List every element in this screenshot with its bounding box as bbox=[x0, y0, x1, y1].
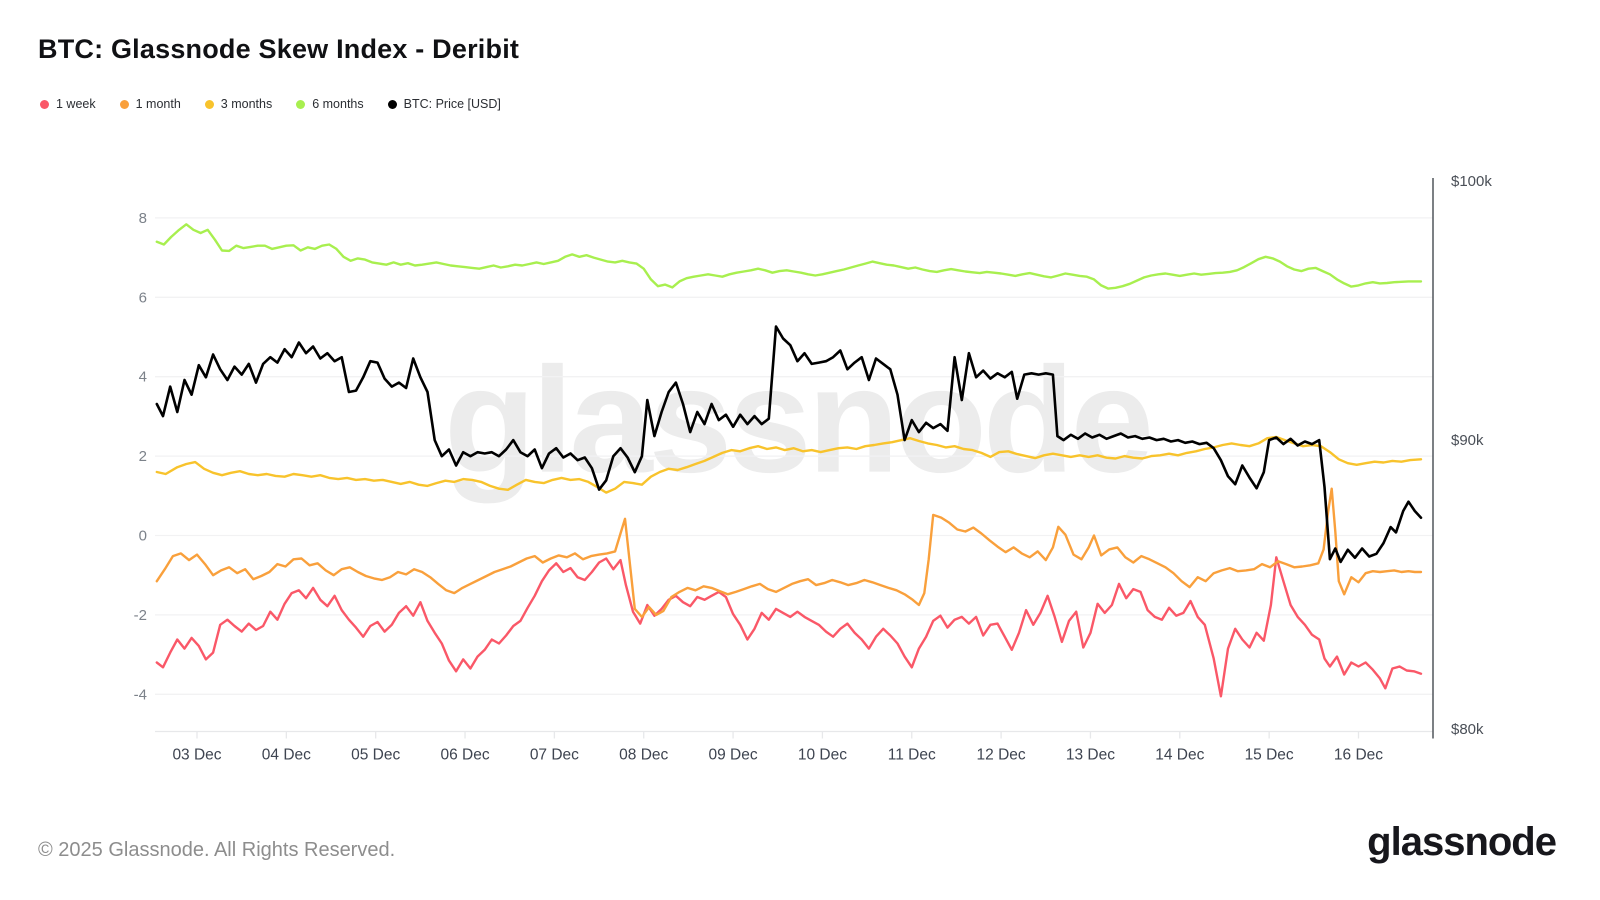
series-line-btc-price-usd- bbox=[155, 325, 1423, 564]
right-tick-label: $80k bbox=[1451, 721, 1484, 738]
y-tick-label: 2 bbox=[139, 448, 147, 465]
series-line-1-month bbox=[155, 487, 1423, 619]
skew-chart: glassnode 8 6 4 2 0 -2 -4 03 Dec 04 Dec 05 Dec 06 D… bbox=[134, 173, 1493, 764]
x-tick-label: 10 Dec bbox=[798, 747, 847, 764]
chart-legend: 1 week 1 month 3 months 6 months BTC: Price … bbox=[40, 97, 501, 111]
x-tick-label: 12 Dec bbox=[977, 747, 1026, 764]
legend-dot-icon bbox=[119, 99, 129, 109]
right-tick-label: $90k bbox=[1451, 432, 1484, 449]
chart-title: BTC: Glassnode Skew Index - Deribit bbox=[38, 34, 520, 64]
copyright-text: © 2025 Glassnode. All Rights Reserved. bbox=[38, 839, 396, 861]
series-line-6-months bbox=[155, 223, 1423, 290]
y-tick-label: 0 bbox=[139, 528, 147, 545]
legend-label: BTC: Price [USD] bbox=[403, 97, 501, 111]
legend-dot-icon bbox=[40, 99, 49, 109]
legend-item-1-month[interactable]: 1 month bbox=[119, 97, 181, 111]
x-tick-label: 16 Dec bbox=[1334, 747, 1383, 764]
series-line-3-months bbox=[155, 435, 1423, 494]
y-tick-label: 6 bbox=[139, 289, 147, 306]
x-tick-label: 07 Dec bbox=[530, 747, 579, 764]
x-tick-label: 15 Dec bbox=[1245, 747, 1294, 764]
x-tick-label: 11 Dec bbox=[888, 747, 936, 764]
legend-label: 1 week bbox=[56, 97, 96, 111]
x-axis: 03 Dec 04 Dec 05 Dec 06 Dec 07 Dec 08 Dec 09 D… bbox=[155, 730, 1433, 764]
x-tick-label: 08 Dec bbox=[619, 747, 668, 764]
x-tick-label: 09 Dec bbox=[709, 747, 758, 764]
x-tick-label: 05 Dec bbox=[351, 747, 400, 764]
legend-item-btc-price-usd-[interactable]: BTC: Price [USD] bbox=[387, 97, 501, 111]
watermark-glassnode: glassnode bbox=[444, 336, 1150, 504]
legend-item-1-week[interactable]: 1 week bbox=[40, 97, 96, 111]
legend-label: 6 months bbox=[312, 97, 364, 111]
legend-dot-icon bbox=[296, 99, 306, 109]
legend-label: 1 month bbox=[135, 97, 181, 111]
x-tick-label: 13 Dec bbox=[1066, 747, 1115, 764]
legend-label: 3 months bbox=[220, 97, 273, 111]
legend-dot-icon bbox=[204, 99, 214, 109]
y-tick-label: -4 bbox=[134, 686, 147, 703]
left-axis-labels: 8 6 4 2 0 -2 -4 bbox=[134, 210, 147, 703]
y-tick-label: 8 bbox=[139, 210, 147, 227]
glassnode-logo: glassnode bbox=[1367, 820, 1557, 864]
x-tick-label: 14 Dec bbox=[1155, 747, 1204, 764]
right-tick-label: $100k bbox=[1451, 173, 1492, 190]
legend-item-6-months[interactable]: 6 months bbox=[296, 97, 364, 111]
legend-item-3-months[interactable]: 3 months bbox=[204, 97, 273, 111]
plot-area[interactable] bbox=[155, 178, 1433, 732]
x-tick-label: 04 Dec bbox=[262, 747, 311, 764]
legend-dot-icon bbox=[387, 99, 397, 109]
series-line-1-week bbox=[155, 556, 1423, 698]
y-tick-label: 4 bbox=[139, 369, 147, 386]
x-tick-label: 06 Dec bbox=[440, 747, 489, 764]
x-tick-label: 03 Dec bbox=[172, 747, 221, 764]
right-axis: $100k $90k $80k bbox=[1432, 173, 1492, 739]
y-tick-label: -2 bbox=[134, 607, 147, 624]
